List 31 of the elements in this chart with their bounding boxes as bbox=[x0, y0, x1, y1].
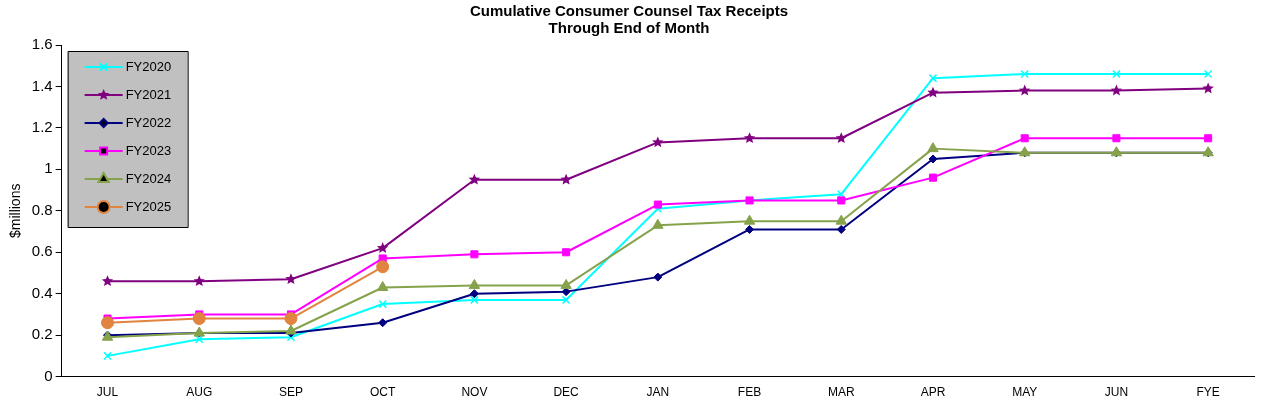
x-tick-label: APR bbox=[920, 385, 946, 400]
y-tick-label: 1.2 bbox=[31, 118, 53, 136]
y-tick-label: 1.4 bbox=[31, 76, 53, 94]
x-tick-label: FYE bbox=[1196, 385, 1220, 400]
x-tick-label: SEP bbox=[278, 385, 303, 400]
y-tick-label: 1.6 bbox=[31, 35, 53, 53]
x-tick-label: JAN bbox=[646, 385, 670, 400]
x-tick-label: MAY bbox=[1012, 385, 1038, 400]
x-tick-label: JUN bbox=[1104, 385, 1129, 400]
chart-subtitle: Through End of Month bbox=[548, 18, 710, 36]
x-tick-label: DEC bbox=[553, 385, 580, 400]
x-tick-label: FEB bbox=[737, 385, 762, 400]
legend-label: FY2023 bbox=[125, 142, 172, 158]
legend-label: FY2025 bbox=[125, 198, 172, 214]
y-tick-label: 0.2 bbox=[31, 325, 53, 343]
x-tick-label: NOV bbox=[461, 385, 488, 400]
x-tick-label: JUL bbox=[96, 385, 119, 400]
legend-label: FY2022 bbox=[125, 114, 172, 130]
y-axis-title: $millions bbox=[7, 183, 24, 239]
y-tick-label: 0 bbox=[44, 366, 53, 384]
x-tick-label: MAR bbox=[827, 385, 855, 400]
legend-label: FY2021 bbox=[125, 86, 172, 102]
y-tick-label: 0.6 bbox=[31, 242, 53, 260]
x-tick-label: AUG bbox=[186, 385, 213, 400]
chart-title: Cumulative Consumer Counsel Tax Receipts bbox=[469, 2, 789, 20]
legend-label: FY2020 bbox=[125, 58, 172, 74]
x-tick-label: OCT bbox=[370, 385, 396, 400]
y-tick-label: 0.8 bbox=[31, 200, 53, 218]
y-tick-label: 0.4 bbox=[31, 283, 53, 301]
legend-label: FY2024 bbox=[125, 170, 172, 186]
y-tick-label: 1 bbox=[44, 159, 53, 177]
